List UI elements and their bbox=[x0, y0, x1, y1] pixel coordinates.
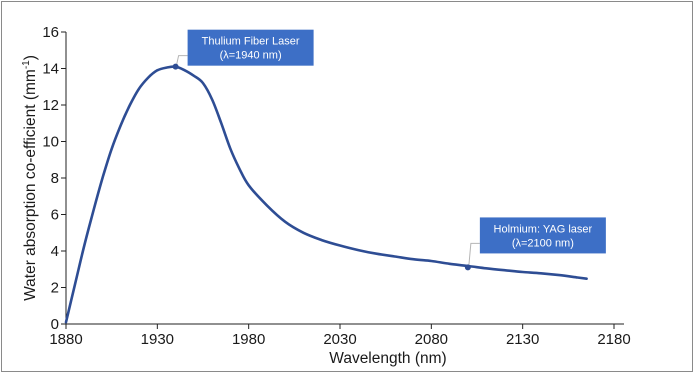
x-tick-label: 1980 bbox=[232, 331, 265, 348]
y-tick-label: 2 bbox=[51, 280, 59, 297]
x-tick-label: 2030 bbox=[323, 331, 356, 348]
annotations: Thulium Fiber Laser (λ=1940 nm) Holmium: Y… bbox=[172, 29, 606, 271]
y-axis-title-sup: -1 bbox=[21, 60, 32, 69]
callout-box bbox=[479, 217, 606, 254]
callout-title: Thulium Fiber Laser bbox=[202, 36, 300, 48]
series-line bbox=[64, 65, 588, 324]
x-tick-label: 2080 bbox=[415, 331, 448, 348]
y-axis-title-close: ) bbox=[22, 55, 39, 60]
y-ticks: 0 2 4 6 8 10 12 14 16 bbox=[42, 24, 66, 333]
callout-box bbox=[187, 29, 314, 66]
y-tick-label: 4 bbox=[51, 243, 59, 260]
x-tick-label: 2180 bbox=[597, 331, 630, 348]
callout-leader bbox=[468, 242, 480, 266]
y-tick-label: 14 bbox=[42, 61, 59, 78]
y-tick-label: 16 bbox=[42, 24, 59, 41]
x-tick-label: 1880 bbox=[49, 331, 82, 348]
callout-title: Holmium: YAG laser bbox=[494, 223, 593, 235]
x-tick-label: 2130 bbox=[506, 331, 539, 348]
y-tick-label: 12 bbox=[42, 97, 59, 114]
callout-leader bbox=[176, 55, 188, 65]
callout-point bbox=[464, 264, 471, 271]
y-tick-label: 8 bbox=[51, 170, 59, 187]
y-axis-title: Water absorption co-efficient (mm-1) bbox=[21, 55, 39, 301]
x-axis-title: Wavelength (nm) bbox=[329, 350, 446, 367]
callout-wavelength: (λ=1940 nm) bbox=[220, 50, 282, 62]
x-ticks: 1880 1930 1980 2030 2080 2130 2180 bbox=[49, 324, 631, 348]
y-tick-label: 0 bbox=[51, 316, 59, 333]
callout-point bbox=[172, 63, 179, 70]
y-tick-label: 6 bbox=[51, 207, 59, 224]
y-axis-title-main: Water absorption co-efficient (mm bbox=[22, 69, 39, 301]
callout-wavelength: (λ=2100 nm) bbox=[512, 237, 574, 249]
y-tick-label: 10 bbox=[42, 134, 59, 151]
x-tick-label: 1930 bbox=[141, 331, 174, 348]
